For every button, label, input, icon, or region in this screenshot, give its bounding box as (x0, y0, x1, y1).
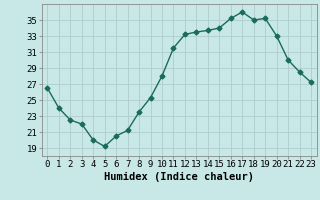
X-axis label: Humidex (Indice chaleur): Humidex (Indice chaleur) (104, 172, 254, 182)
